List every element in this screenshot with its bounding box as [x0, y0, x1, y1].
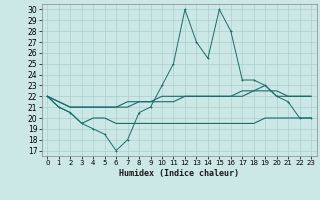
X-axis label: Humidex (Indice chaleur): Humidex (Indice chaleur): [119, 169, 239, 178]
